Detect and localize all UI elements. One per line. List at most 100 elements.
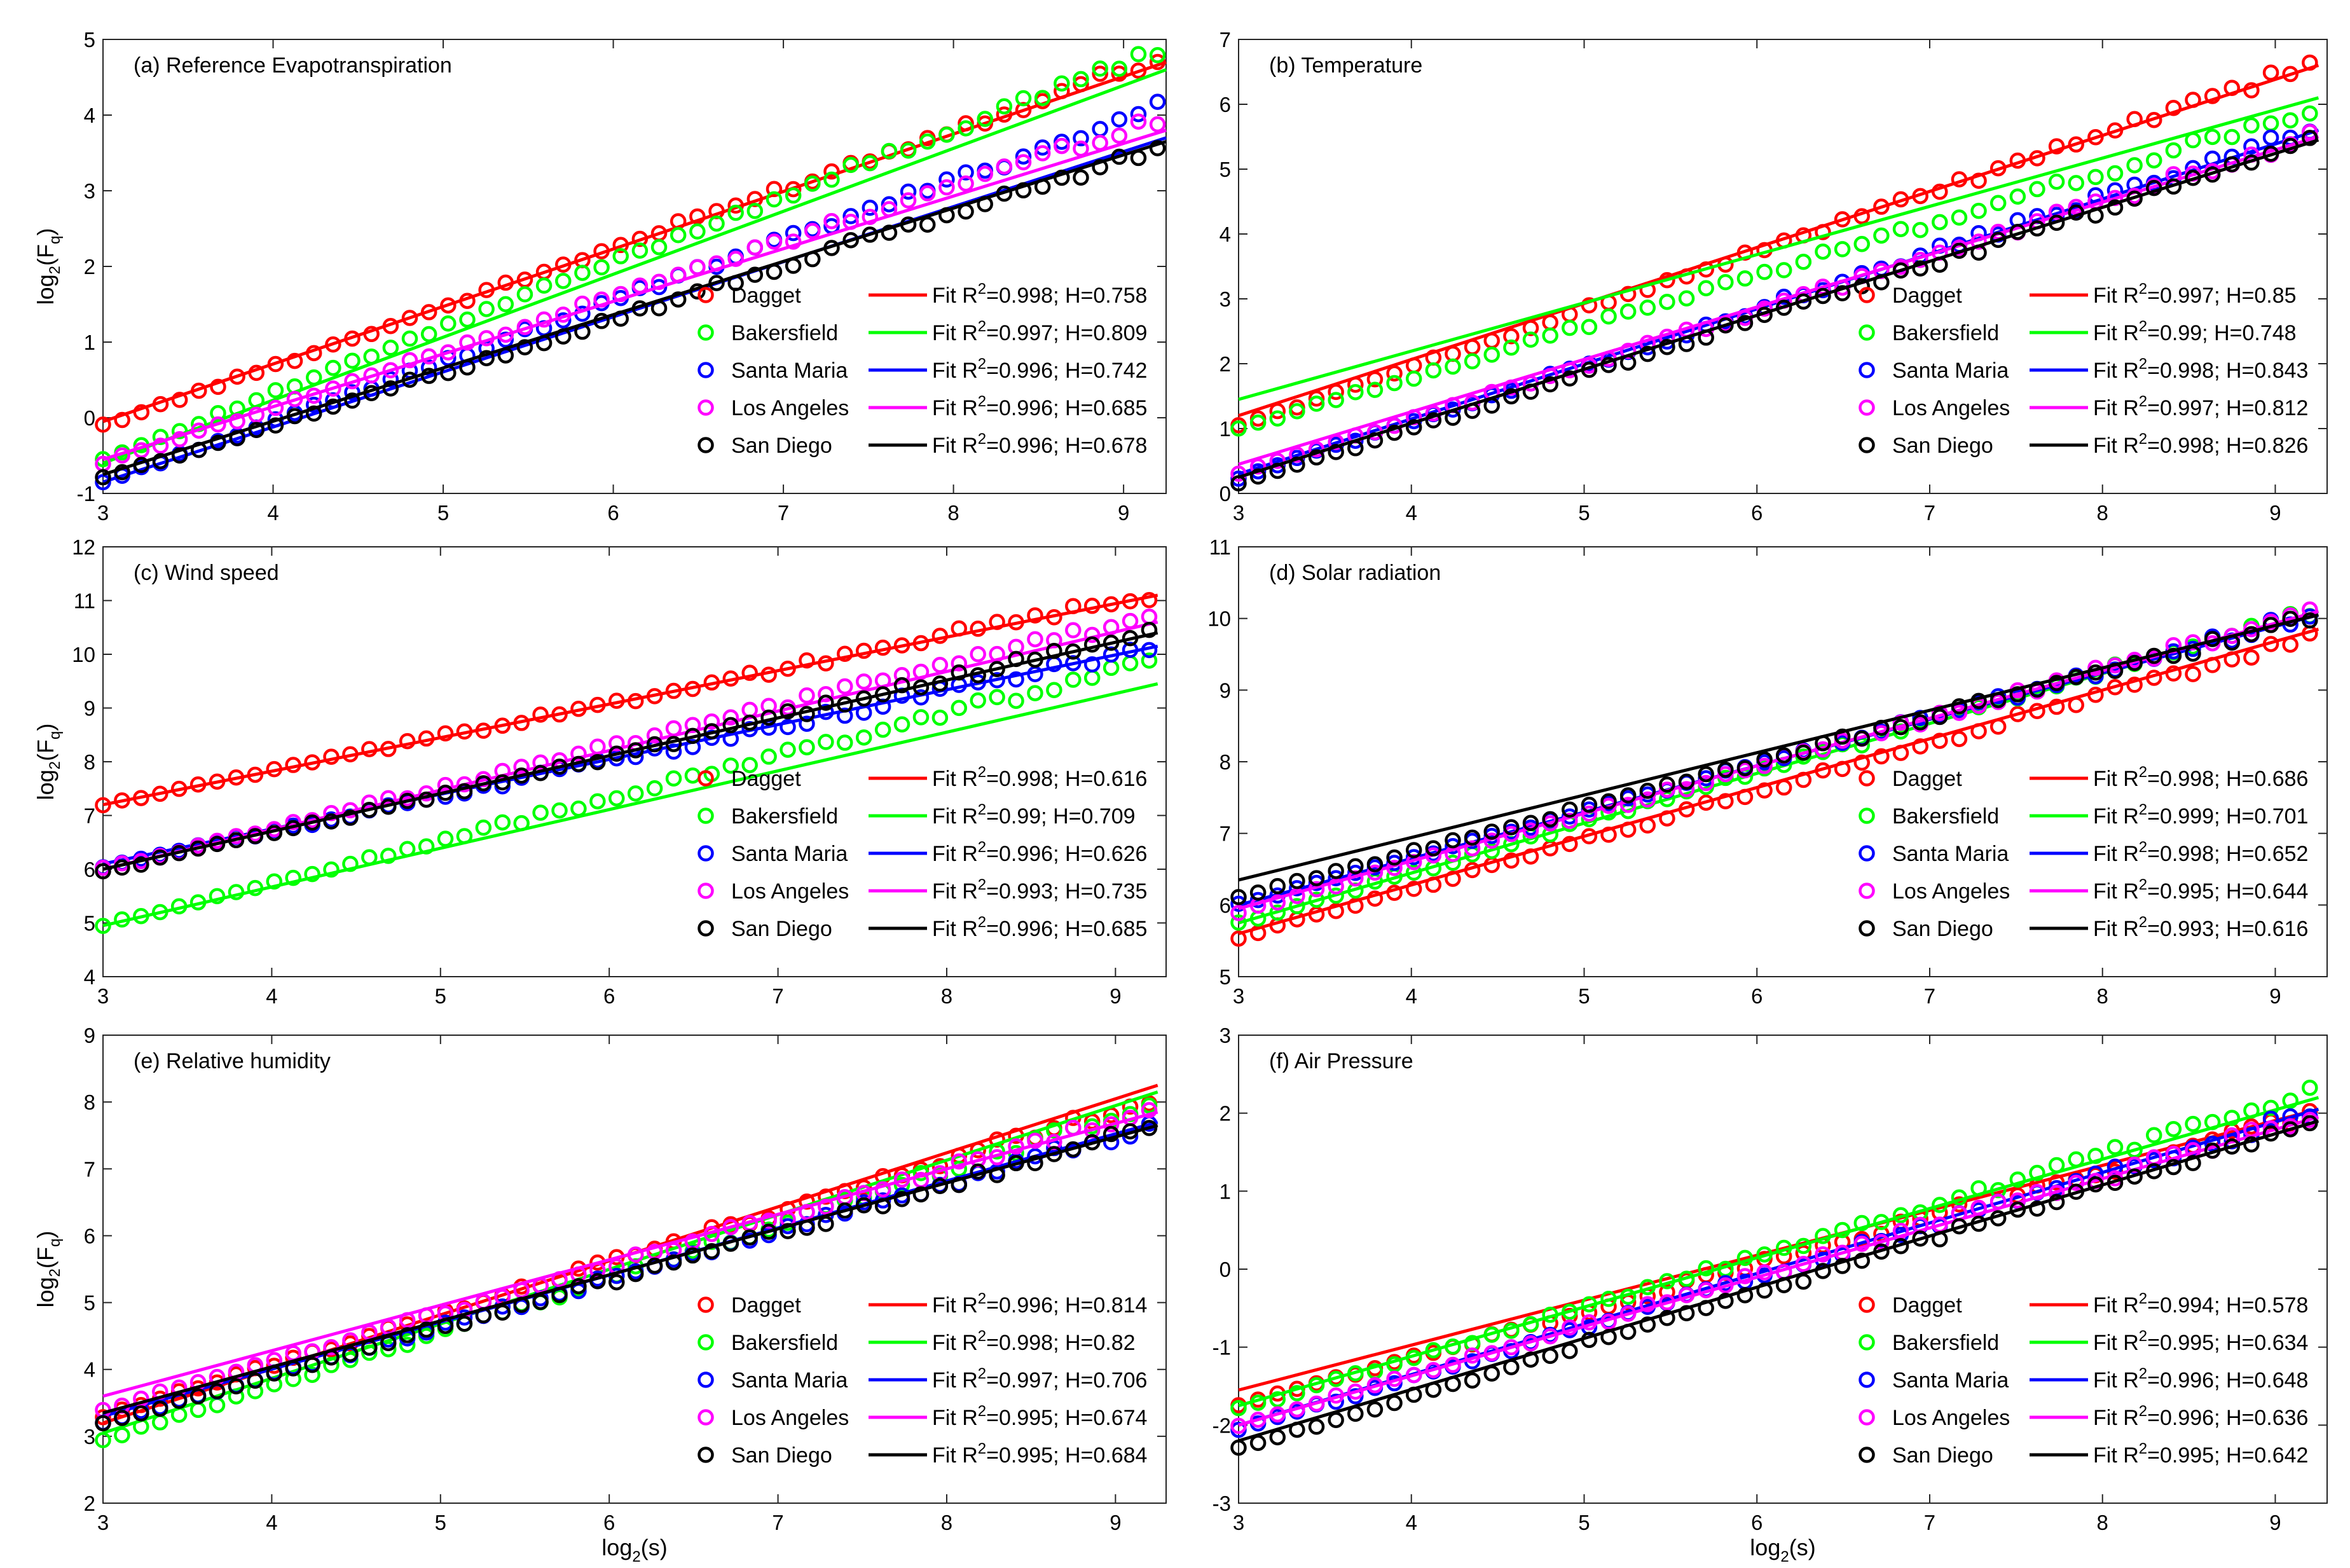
legend-fit-label: Fit R2=0.998; H=0.686 xyxy=(2093,764,2308,791)
data-point xyxy=(912,709,930,726)
data-point xyxy=(1149,47,1166,64)
x-tick-label: 9 xyxy=(1110,1511,1121,1534)
y-tick-label: 0 xyxy=(1220,1258,1231,1281)
legend-fit-label: Fit R2=0.998; H=0.843 xyxy=(2093,355,2308,383)
fit-line xyxy=(1238,135,2319,466)
data-point xyxy=(900,142,917,159)
legend: Dagget Fit R2=0.996; H=0.814 Bakersfield Fi… xyxy=(697,1290,1147,1468)
y-tick-label: 10 xyxy=(1207,607,1231,631)
data-point xyxy=(1103,659,1120,677)
fit-line xyxy=(1238,1096,2319,1408)
data-point xyxy=(1347,383,1364,401)
data-point xyxy=(570,745,587,762)
data-point xyxy=(1347,897,1364,914)
data-point xyxy=(209,888,226,905)
data-point xyxy=(1269,894,1286,911)
data-point xyxy=(1015,154,1032,170)
x-tick-label: 8 xyxy=(2097,984,2108,1008)
data-point xyxy=(2204,128,2221,146)
legend-fit-label: Fit R2=0.998; H=0.826 xyxy=(2093,430,2308,458)
y-tick-label: 10 xyxy=(72,643,95,666)
y-tick-label: 6 xyxy=(1220,93,1231,116)
data-point xyxy=(938,207,955,224)
data-point xyxy=(247,1372,264,1389)
data-point xyxy=(382,380,399,397)
legend-station-label: Bakersfield xyxy=(731,1331,838,1355)
y-tick-label: 11 xyxy=(1209,535,1231,559)
data-point xyxy=(1083,656,1101,673)
data-point xyxy=(1008,692,1024,709)
data-point xyxy=(799,652,815,669)
data-point xyxy=(1230,1400,1247,1417)
data-point xyxy=(1562,836,1578,853)
data-point xyxy=(304,1356,320,1373)
legend-station-label: Santa Maria xyxy=(731,842,848,866)
data-point xyxy=(631,242,649,259)
legend-marker xyxy=(1859,1372,1875,1388)
data-point xyxy=(1046,682,1062,698)
data-point xyxy=(1445,358,1461,375)
legend-station-label: Los Angeles xyxy=(731,396,849,420)
data-point xyxy=(741,701,758,719)
data-point xyxy=(401,352,418,369)
data-point xyxy=(323,861,340,878)
data-point xyxy=(1347,858,1364,875)
data-point xyxy=(1562,370,1578,387)
data-point xyxy=(210,434,226,451)
legend-fit-label: Fit R2=0.993; H=0.735 xyxy=(932,876,1147,904)
x-tick-label: 5 xyxy=(1578,984,1590,1008)
data-point xyxy=(344,352,361,369)
data-point xyxy=(1249,884,1267,901)
x-tick-label: 7 xyxy=(1924,1511,1935,1534)
x-tick-label: 5 xyxy=(435,984,446,1008)
series-san-diego xyxy=(1230,130,2319,492)
data-point xyxy=(1853,1253,1871,1269)
data-point xyxy=(2048,203,2065,220)
data-point xyxy=(855,673,872,690)
data-point xyxy=(703,713,720,730)
x-axis-label: log2(s) xyxy=(1750,1534,1815,1565)
data-point xyxy=(399,732,416,750)
x-tick-label: 7 xyxy=(1924,984,1935,1008)
data-point xyxy=(1046,1122,1062,1139)
data-point xyxy=(1483,823,1500,840)
series-los-angeles xyxy=(95,113,1167,472)
x-tick-label: 6 xyxy=(603,984,615,1008)
y-tick-label: 11 xyxy=(74,589,95,613)
legend-fit-label: Fit R2=0.997; H=0.812 xyxy=(2093,393,2308,420)
data-point xyxy=(2068,175,2084,191)
data-point xyxy=(1034,90,1051,106)
legend: Dagget Fit R2=0.994; H=0.578 Bakersfield Fi… xyxy=(1859,1290,2308,1468)
data-point xyxy=(1425,362,1442,379)
series-dagget xyxy=(95,591,1158,814)
data-point xyxy=(1619,343,1637,359)
data-point xyxy=(612,285,629,303)
data-point xyxy=(804,223,821,240)
panel-title: (b) Temperature xyxy=(1269,53,1422,78)
data-point xyxy=(919,216,936,233)
x-tick-label: 3 xyxy=(97,501,109,525)
x-tick-label: 9 xyxy=(2269,501,2281,525)
data-point xyxy=(1562,319,1578,336)
data-point xyxy=(2106,199,2124,216)
fit-line xyxy=(1238,1119,2319,1443)
data-point xyxy=(746,202,764,219)
data-point xyxy=(1522,331,1539,348)
data-point xyxy=(325,359,341,376)
data-point xyxy=(286,352,303,369)
legend-fit-label: Fit R2=0.997; H=0.706 xyxy=(932,1365,1147,1393)
legend-station-label: Los Angeles xyxy=(1892,1406,2010,1430)
data-point xyxy=(855,1197,872,1214)
y-tick-label: 1 xyxy=(1220,1179,1231,1203)
data-point xyxy=(1073,71,1089,88)
legend-fit-label: Fit R2=0.996; H=0.814 xyxy=(932,1290,1147,1317)
legend: Dagget Fit R2=0.998; H=0.616 Bakersfield Fi… xyxy=(697,764,1147,941)
data-point xyxy=(2302,130,2318,146)
legend-marker xyxy=(697,324,714,341)
x-tick-label: 5 xyxy=(1578,1511,1590,1534)
legend-fit-label: Fit R2=0.99; H=0.748 xyxy=(2093,318,2297,345)
axes-box xyxy=(1238,39,2328,494)
y-tick-label: 5 xyxy=(84,912,95,935)
data-point xyxy=(420,359,437,376)
